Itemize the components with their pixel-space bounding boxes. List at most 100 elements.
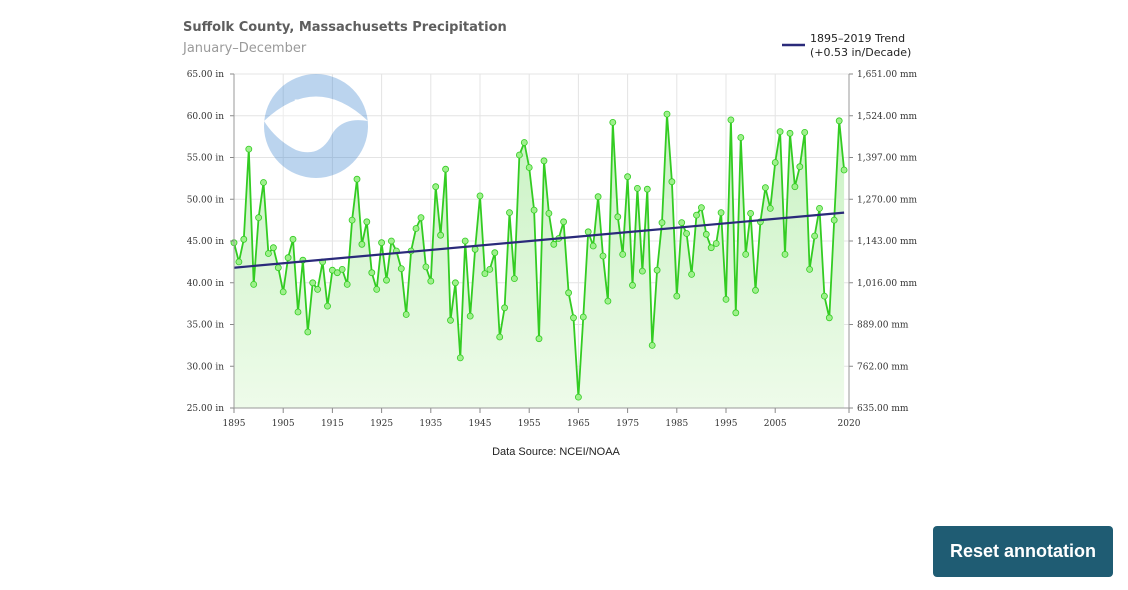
data-point	[801, 128, 809, 136]
data-point	[289, 235, 297, 243]
data-point	[663, 110, 671, 118]
noaa-logo-circle	[264, 74, 368, 178]
data-point	[373, 285, 381, 293]
y-tick-label-left: 60.00 in	[187, 112, 225, 122]
data-point	[811, 232, 818, 240]
data-point	[324, 302, 331, 310]
data-point	[314, 285, 322, 293]
data-point	[387, 237, 395, 245]
data-point	[353, 175, 361, 183]
reset-annotation-button[interactable]: Reset annotation	[933, 526, 1113, 577]
x-tick-label: 1945	[469, 419, 492, 429]
data-point	[693, 211, 700, 219]
data-point	[511, 275, 518, 283]
data-point	[501, 304, 509, 312]
data-point	[520, 139, 528, 146]
data-point	[599, 252, 607, 260]
y-tick-label-right: 1,143.00 mm	[857, 237, 917, 247]
x-tick-label: 1955	[518, 419, 541, 429]
data-point	[825, 314, 833, 322]
data-point	[634, 184, 641, 192]
y-axis-left-labels: 25.00 in 30.00 in 35.00 in 40.00 in 45.00 in…	[187, 70, 225, 414]
data-point	[643, 185, 651, 193]
x-tick-label: 1995	[715, 419, 738, 429]
data-point	[461, 237, 469, 245]
noaa-logo: NOAA	[264, 74, 368, 178]
data-point	[835, 117, 843, 125]
precipitation-chart: Suffolk County, Massachusetts Precipitat…	[182, 20, 917, 429]
data-point	[402, 311, 410, 318]
x-tick-label: 1985	[665, 419, 688, 429]
data-point	[594, 193, 602, 201]
data-point	[432, 183, 440, 191]
data-point	[752, 286, 759, 294]
x-tick-label: 1915	[321, 419, 344, 429]
y-tick-label-right: 1,524.00 mm	[857, 112, 917, 122]
y-tick-label-right: 889.00 mm	[857, 321, 909, 331]
data-point	[240, 235, 248, 243]
data-point	[343, 280, 351, 288]
legend: 1895–2019 Trend (+0.53 in/Decade)	[782, 32, 911, 59]
data-point	[821, 292, 828, 300]
y-tick-label-left: 65.00 in	[187, 70, 225, 80]
data-point	[333, 269, 341, 277]
x-axis-labels: 1895 1905 1915 1925 1935 1945 1955 1965 1975 1985…	[223, 419, 861, 429]
data-point	[235, 258, 243, 266]
data-point	[776, 128, 784, 136]
data-point	[609, 119, 617, 126]
data-point	[781, 250, 789, 258]
data-point	[565, 289, 572, 297]
data-point	[284, 254, 292, 262]
x-tick-label: 1905	[272, 419, 295, 429]
data-point	[451, 279, 459, 287]
data-point	[348, 216, 356, 224]
y-tick-label-left: 45.00 in	[187, 237, 225, 247]
data-point	[830, 216, 838, 224]
data-point	[383, 276, 390, 284]
data-point	[737, 134, 745, 141]
precip-area-fill	[234, 114, 845, 408]
data-source-note: Data Source: NCEI/NOAA	[492, 446, 620, 458]
data-point	[422, 263, 430, 271]
y-tick-label-right: 635.00 mm	[857, 404, 909, 414]
data-point	[648, 341, 656, 349]
data-point	[639, 267, 646, 275]
noaa-logo-text: NOAA	[294, 98, 339, 114]
legend-label-line1: 1895–2019 Trend	[810, 32, 905, 45]
x-tick-label: 1925	[370, 419, 393, 429]
y-tick-label-left: 30.00 in	[187, 362, 225, 372]
data-point	[245, 145, 253, 153]
data-point	[742, 250, 750, 258]
y-tick-label-right: 1,016.00 mm	[857, 279, 917, 289]
data-point	[658, 219, 666, 227]
data-point	[530, 206, 538, 214]
trend-line	[233, 211, 845, 269]
data-point	[771, 159, 779, 166]
data-point	[727, 116, 735, 124]
data-point	[816, 204, 823, 212]
data-point	[358, 240, 366, 248]
x-tick-label: 1975	[616, 419, 639, 429]
x-tick-label: 2005	[764, 419, 787, 429]
data-point	[678, 219, 686, 227]
data-point	[545, 209, 553, 217]
data-point	[481, 270, 489, 278]
chart-canvas: Suffolk County, Massachusetts Precipitat…	[182, 20, 917, 429]
data-point	[255, 214, 263, 222]
data-point	[260, 179, 267, 186]
data-point	[614, 213, 622, 221]
data-point	[707, 244, 715, 252]
data-point	[722, 295, 730, 303]
data-point	[491, 249, 499, 257]
data-point	[486, 265, 494, 273]
data-point	[525, 164, 533, 171]
y-tick-label-left: 50.00 in	[187, 195, 225, 205]
y-tick-label-right: 1,270.00 mm	[857, 195, 917, 205]
noaa-logo-gull	[264, 96, 368, 153]
data-point	[250, 280, 258, 288]
data-point	[806, 265, 813, 273]
chart-title: Suffolk County, Massachusetts Precipitat…	[183, 20, 507, 35]
data-point	[535, 335, 543, 343]
axes	[230, 73, 853, 413]
data-point	[397, 265, 405, 273]
